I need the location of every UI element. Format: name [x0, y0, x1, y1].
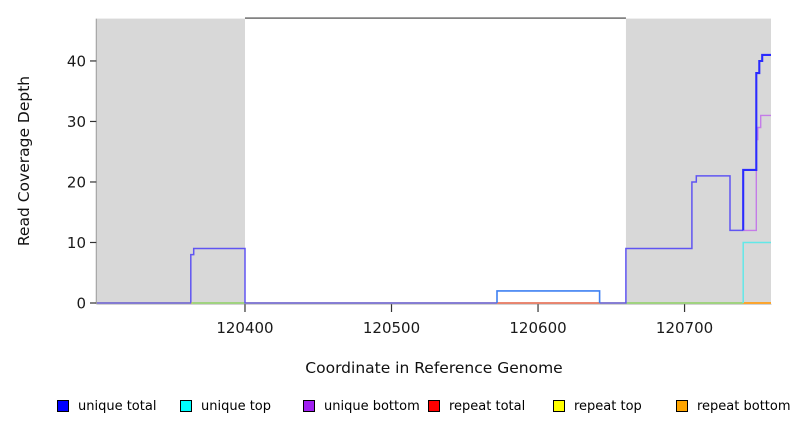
unique-total-bump-line: [496, 290, 601, 303]
legend-label: repeat top: [574, 398, 642, 414]
x-tick-label: 120600: [509, 319, 566, 337]
legend-item-unique-total: unique total: [57, 396, 156, 416]
x-tick-label: 120500: [363, 319, 420, 337]
legend: unique total unique top unique bottom re…: [0, 396, 792, 420]
legend-label: repeat bottom: [697, 398, 791, 414]
legend-item-repeat-bottom: repeat bottom: [676, 396, 791, 416]
y-tick-label: 20: [67, 173, 86, 191]
unique-total-swatch-icon: [57, 400, 69, 412]
y-tick-label: 40: [67, 52, 86, 70]
unique-bottom-right-line: [743, 114, 771, 232]
shaded-region: [97, 18, 245, 303]
legend-label: unique top: [201, 398, 272, 414]
x-tick-label: 120700: [656, 319, 713, 337]
unique-top-step-line: [742, 241, 771, 303]
legend-item-repeat-top: repeat top: [553, 396, 642, 416]
unique-top-swatch-icon: [180, 400, 192, 412]
x-tick-label: 120400: [216, 319, 273, 337]
legend-label: unique bottom: [324, 398, 420, 414]
repeat-total-swatch-icon: [428, 400, 440, 412]
y-tick-label: 0: [76, 295, 86, 313]
x-axis-title: Coordinate in Reference Genome: [305, 359, 563, 377]
unique-blend-right-line: [599, 175, 744, 304]
legend-item-unique-bottom: unique bottom: [303, 396, 420, 416]
unique-blend-left-line: [97, 247, 497, 304]
legend-label: unique total: [78, 398, 157, 414]
unique-total-right-line: [742, 53, 771, 231]
shaded-region: [625, 18, 771, 303]
legend-item-unique-top: unique top: [180, 396, 271, 416]
repeat-bottom-swatch-icon: [676, 400, 688, 412]
legend-label: repeat total: [449, 398, 526, 414]
y-axis-title: Read Coverage Depth: [15, 75, 33, 247]
legend-item-repeat-total: repeat total: [428, 396, 525, 416]
y-tick-label: 30: [67, 113, 86, 131]
unique-bottom-swatch-icon: [303, 400, 315, 412]
y-tick-label: 10: [67, 234, 86, 252]
repeat-top-swatch-icon: [553, 400, 565, 412]
